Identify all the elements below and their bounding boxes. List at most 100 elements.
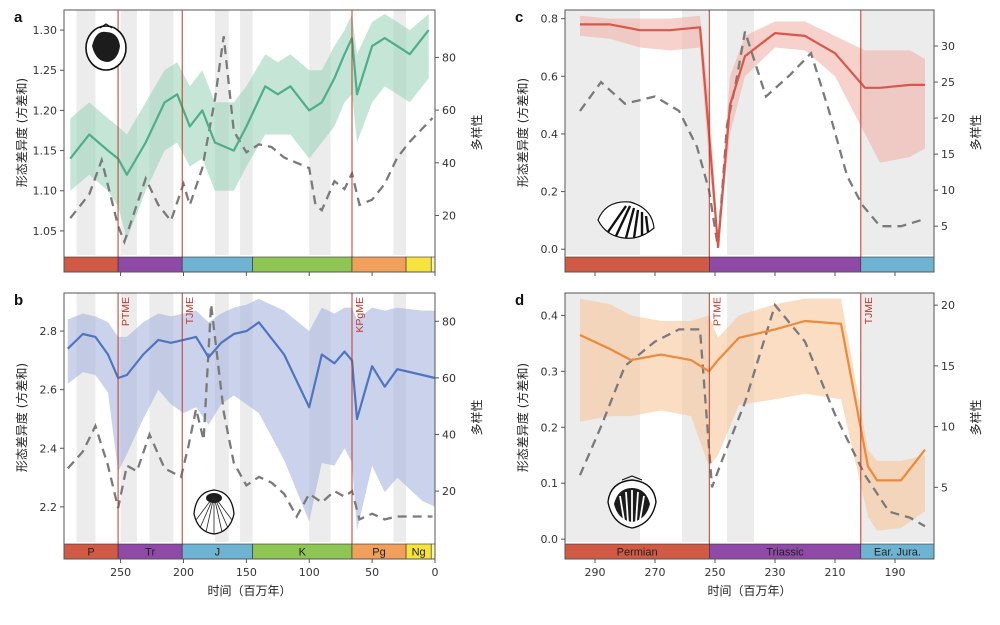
period-strip-segment — [564, 256, 710, 273]
panel-letter: a — [14, 9, 23, 26]
extinction-event-label: PTME — [120, 297, 132, 326]
x-axis-title: 时间（百万年） — [707, 584, 791, 598]
y2-axis-tick-label: 60 — [442, 372, 456, 385]
y-axis-tick-label: 2.4 — [40, 442, 58, 455]
y-axis-tick-label: 1.25 — [33, 64, 58, 77]
period-label: Tr — [145, 547, 155, 559]
y-axis-tick-label: 1.15 — [33, 145, 58, 158]
y-axis-title: 形态差异度 (方差和) — [14, 78, 29, 187]
y-axis-tick-label: 2.6 — [40, 384, 58, 397]
x-axis-tick-label: 250 — [705, 566, 726, 579]
brachiopod-shell-icon — [607, 475, 657, 529]
brachiopod-shell-part — [607, 205, 650, 239]
y2-axis-tick-label: 30 — [941, 40, 955, 53]
x-axis-tick-label: 250 — [110, 566, 131, 579]
diversity-series-line — [66, 304, 433, 522]
panel-d: PTME TJME Permian Triassic Ear. Jura. 0.0 0.1 0… — [515, 292, 983, 598]
x-axis-tick-label: 290 — [585, 566, 606, 579]
y2-axis-title: 多样性 — [469, 114, 484, 150]
y-axis-tick-label: 2.8 — [40, 325, 58, 338]
y-axis-tick-label: 0.4 — [541, 128, 559, 141]
y-axis-tick-label: 0.1 — [541, 477, 559, 490]
y2-axis-tick-label: 80 — [442, 51, 456, 64]
extinction-event-label: PTME — [711, 297, 723, 326]
x-axis-tick-label: 200 — [173, 566, 194, 579]
brachiopod-shell-icon — [193, 489, 235, 535]
period-label: Ng — [412, 547, 426, 559]
period-strip-segment — [252, 256, 353, 273]
diversity-series-line — [69, 36, 434, 246]
diversity-series-line — [578, 302, 926, 528]
period-label: Ear. Jura. — [874, 547, 921, 559]
extinction-event-label: TJME — [184, 297, 196, 324]
y-axis-tick-label: 1.20 — [33, 104, 58, 117]
y2-axis-tick-label: 10 — [941, 421, 955, 434]
period-strip-segment — [860, 256, 935, 273]
plot-frame — [564, 9, 935, 273]
period-label: K — [299, 547, 307, 559]
disparity-series-line — [579, 319, 926, 482]
y2-axis-title: 多样性 — [968, 114, 983, 150]
y2-axis-tick-label: 20 — [442, 485, 456, 498]
x-axis-tick-label: 50 — [365, 566, 379, 579]
y-axis-tick-label: 1.05 — [33, 225, 58, 238]
x-axis-tick-label: 190 — [885, 566, 906, 579]
y-axis-title: 形态差异度 (方差和) — [14, 363, 29, 472]
brachiopod-shell-part — [597, 201, 655, 239]
brachiopod-shell-part — [99, 23, 113, 29]
period-strip-segment — [117, 256, 183, 273]
disparity-confidence-band — [67, 298, 436, 531]
y2-axis-tick-label: 60 — [442, 104, 456, 117]
y2-axis-tick-label: 15 — [941, 148, 955, 161]
y2-axis-tick-label: 20 — [442, 209, 456, 222]
x-axis-tick-label: 0 — [432, 566, 439, 579]
x-axis-tick-label: 100 — [299, 566, 320, 579]
y2-axis-tick-label: 5 — [941, 220, 948, 233]
x-axis-title: 时间（百万年） — [207, 584, 291, 598]
y2-axis-tick-label: 20 — [941, 112, 955, 125]
time-bin-shading — [682, 10, 709, 255]
y2-axis-tick-label: 40 — [442, 157, 456, 170]
y-axis-tick-label: 0.6 — [541, 70, 559, 83]
y2-axis-title: 多样性 — [469, 399, 484, 435]
period-strip-segment — [63, 256, 119, 273]
y-axis-title: 形态差异度 (方差和) — [515, 78, 530, 187]
brachiopod-shell-icon — [85, 23, 127, 71]
y2-axis-tick-label: 15 — [941, 360, 955, 373]
panel-letter: c — [515, 9, 523, 26]
x-axis-tick-label: 230 — [765, 566, 786, 579]
plot-frame — [63, 292, 436, 560]
y-axis-tick-label: 0.2 — [541, 186, 559, 199]
y-axis-tick-label: 1.10 — [33, 185, 58, 198]
y2-axis-tick-label: 25 — [941, 76, 955, 89]
period-label: J — [215, 547, 221, 559]
panel-letter: b — [14, 292, 23, 309]
x-axis-tick-label: 270 — [645, 566, 666, 579]
panel-letter: d — [515, 292, 524, 309]
panel-c: 0.0 0.2 0.4 0.6 0.8 5 10 15 20 25 30 形态差异度 (方差和) 多样性… — [515, 9, 983, 276]
y2-axis-tick-label: 5 — [941, 481, 948, 494]
period-label: Permian — [617, 547, 658, 559]
period-label: Triassic — [766, 547, 804, 559]
disparity-series-line — [69, 29, 430, 176]
y2-axis-tick-label: 20 — [941, 299, 955, 312]
disparity-confidence-band — [580, 15, 925, 250]
plot-frame — [564, 292, 935, 560]
x-axis-tick-label: 210 — [825, 566, 846, 579]
y-axis-tick-label: 0.0 — [541, 533, 559, 546]
period-strip-segment — [430, 543, 436, 560]
brachiopod-shell-part — [195, 495, 233, 534]
period-strip-segment — [430, 256, 436, 273]
plot-frame — [63, 9, 436, 273]
y2-axis-title: 多样性 — [968, 399, 983, 435]
y-axis-title: 形态差异度 (方差和) — [515, 363, 530, 472]
y-axis-tick-label: 2.2 — [40, 501, 58, 514]
y-axis-tick-label: 0.4 — [541, 309, 559, 322]
period-strip-segment — [181, 256, 253, 273]
disparity-confidence-band — [70, 14, 429, 239]
y-axis-tick-label: 0.8 — [541, 13, 559, 26]
brachiopod-shell-part — [619, 490, 645, 523]
extinction-event-label: KPgME — [354, 297, 366, 333]
disparity-series-line — [67, 321, 436, 421]
